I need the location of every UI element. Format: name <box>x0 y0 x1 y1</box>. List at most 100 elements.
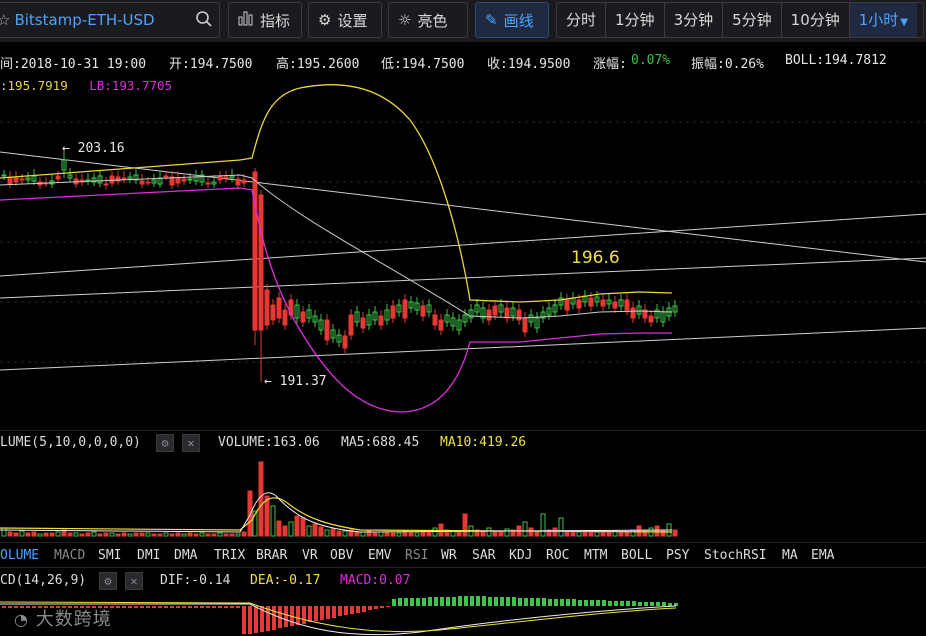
boll-middle-band <box>0 174 673 319</box>
macd-histogram-bar <box>362 606 366 612</box>
macd-histogram-bar <box>542 598 546 606</box>
macd-histogram-bar <box>410 598 414 606</box>
indicator-tab[interactable]: VR <box>302 548 318 563</box>
macd-histogram-bar <box>104 606 108 608</box>
indicator-tab[interactable]: OLUME <box>0 548 40 563</box>
indicator-tab[interactable]: StochRSI <box>704 548 767 563</box>
volume-bar <box>612 530 618 537</box>
interval-tab[interactable]: 10分钟 <box>782 3 850 37</box>
close-icon[interactable]: ✕ <box>182 434 200 452</box>
volume-bar <box>480 531 486 537</box>
candle-body <box>426 304 432 313</box>
macd-histogram-bar <box>44 606 48 608</box>
volume-bar <box>372 532 378 537</box>
macd-histogram-bar <box>434 597 438 606</box>
search-icon[interactable] <box>195 10 213 32</box>
interval-tab[interactable]: 1分钟 <box>606 3 665 37</box>
boll-upper-band <box>0 84 673 303</box>
volume-bar <box>31 531 37 537</box>
indicator-tab[interactable]: EMV <box>368 548 392 563</box>
volume-value: VOLUME:163.06 <box>218 435 320 450</box>
candle-body <box>588 297 594 307</box>
indicator-tab[interactable]: EMA <box>811 548 835 563</box>
volume-bar <box>205 533 211 537</box>
ma5-value: MA5:688.45 <box>341 435 420 450</box>
settings-button[interactable]: ⚙ 设置 <box>308 2 382 38</box>
macd-histogram-bar <box>56 606 60 608</box>
indicator-tab[interactable]: RSI <box>405 548 429 563</box>
candle-body <box>7 176 13 185</box>
volume-bar <box>618 531 624 537</box>
macd-histogram-bar <box>470 596 474 606</box>
candle-body <box>1 174 7 177</box>
volume-bar <box>522 521 528 537</box>
volume-bar <box>55 531 61 537</box>
volume-bar <box>570 531 576 537</box>
boll-value: BOLL:194.7812 <box>785 53 887 68</box>
indicator-tab[interactable]: BRAR <box>256 548 288 563</box>
candle-body <box>432 314 438 326</box>
indicator-tab[interactable]: MTM <box>584 548 608 563</box>
macd-histogram-bar <box>494 597 498 606</box>
panel-divider <box>0 430 926 431</box>
price-callout: 196.6 <box>571 248 620 268</box>
indicator-tab[interactable]: WR <box>441 548 457 563</box>
indicators-button[interactable]: 指标 <box>228 2 302 38</box>
interval-tab-selected[interactable]: 1小时 ▼ <box>849 3 917 37</box>
indicator-tab[interactable]: SMI <box>98 548 122 563</box>
candle-body <box>636 305 642 315</box>
volume-bar <box>474 529 480 537</box>
volume-bar <box>127 533 133 537</box>
interval-tab[interactable]: 分时 <box>557 3 607 37</box>
candle-body <box>576 299 582 309</box>
volume-bar <box>288 521 294 537</box>
star-icon[interactable]: ☆ <box>0 11 11 29</box>
volume-bar <box>342 530 348 537</box>
indicator-tab[interactable]: SAR <box>472 548 496 563</box>
indicator-tab[interactable]: TRIX <box>214 548 246 563</box>
macd-histogram-bar <box>248 606 252 634</box>
volume-bar <box>139 532 145 537</box>
gear-icon[interactable]: ⚙ <box>156 434 174 452</box>
close-icon[interactable]: ✕ <box>125 572 143 590</box>
candle-body <box>145 181 151 184</box>
candle-body <box>486 309 492 321</box>
indicator-tab[interactable]: DMI <box>137 548 161 563</box>
candle-body <box>354 311 360 323</box>
indicator-tab[interactable]: KDJ <box>509 548 533 563</box>
indicator-tab[interactable]: MACD <box>54 548 86 563</box>
symbol-search-box[interactable]: ☆ Bitstamp-ETH-USD <box>0 2 220 38</box>
candle-body <box>474 304 480 313</box>
volume-bar <box>672 529 678 537</box>
indicator-tab[interactable]: PSY <box>666 548 690 563</box>
candle-body <box>492 305 498 316</box>
macd-histogram-bar <box>482 596 486 606</box>
draw-line-button[interactable]: ✎ 画线 <box>475 2 549 38</box>
macd-histogram-bar <box>314 606 318 621</box>
volume-bar <box>264 495 270 537</box>
candle-body <box>498 304 504 313</box>
volume-bar <box>558 517 564 537</box>
volume-bar <box>396 532 402 537</box>
open-value: 开:194.7500 <box>169 57 253 72</box>
macd-histogram-bar <box>428 597 432 606</box>
candle-body <box>282 309 288 326</box>
candle-body <box>372 311 378 321</box>
volume-bar <box>546 529 552 537</box>
indicator-tab[interactable]: DMA <box>174 548 198 563</box>
brightness-button[interactable]: ☼ 亮色 <box>388 2 468 38</box>
candle-body <box>306 309 312 319</box>
macd-histogram-bar <box>614 601 618 606</box>
indicator-tab[interactable]: MA <box>782 548 798 563</box>
indicator-tab[interactable]: BOLL <box>621 548 653 563</box>
interval-tab[interactable]: 5分钟 <box>723 3 782 37</box>
volume-bar <box>456 531 462 537</box>
time-value: 间:2018-10-31 19:00 <box>0 57 147 72</box>
gear-icon[interactable]: ⚙ <box>99 572 117 590</box>
indicator-tab[interactable]: OBV <box>330 548 354 563</box>
volume-bar <box>366 530 372 537</box>
indicator-tab[interactable]: ROC <box>546 548 570 563</box>
candle-body <box>390 305 396 319</box>
interval-tab[interactable]: 3分钟 <box>665 3 724 37</box>
